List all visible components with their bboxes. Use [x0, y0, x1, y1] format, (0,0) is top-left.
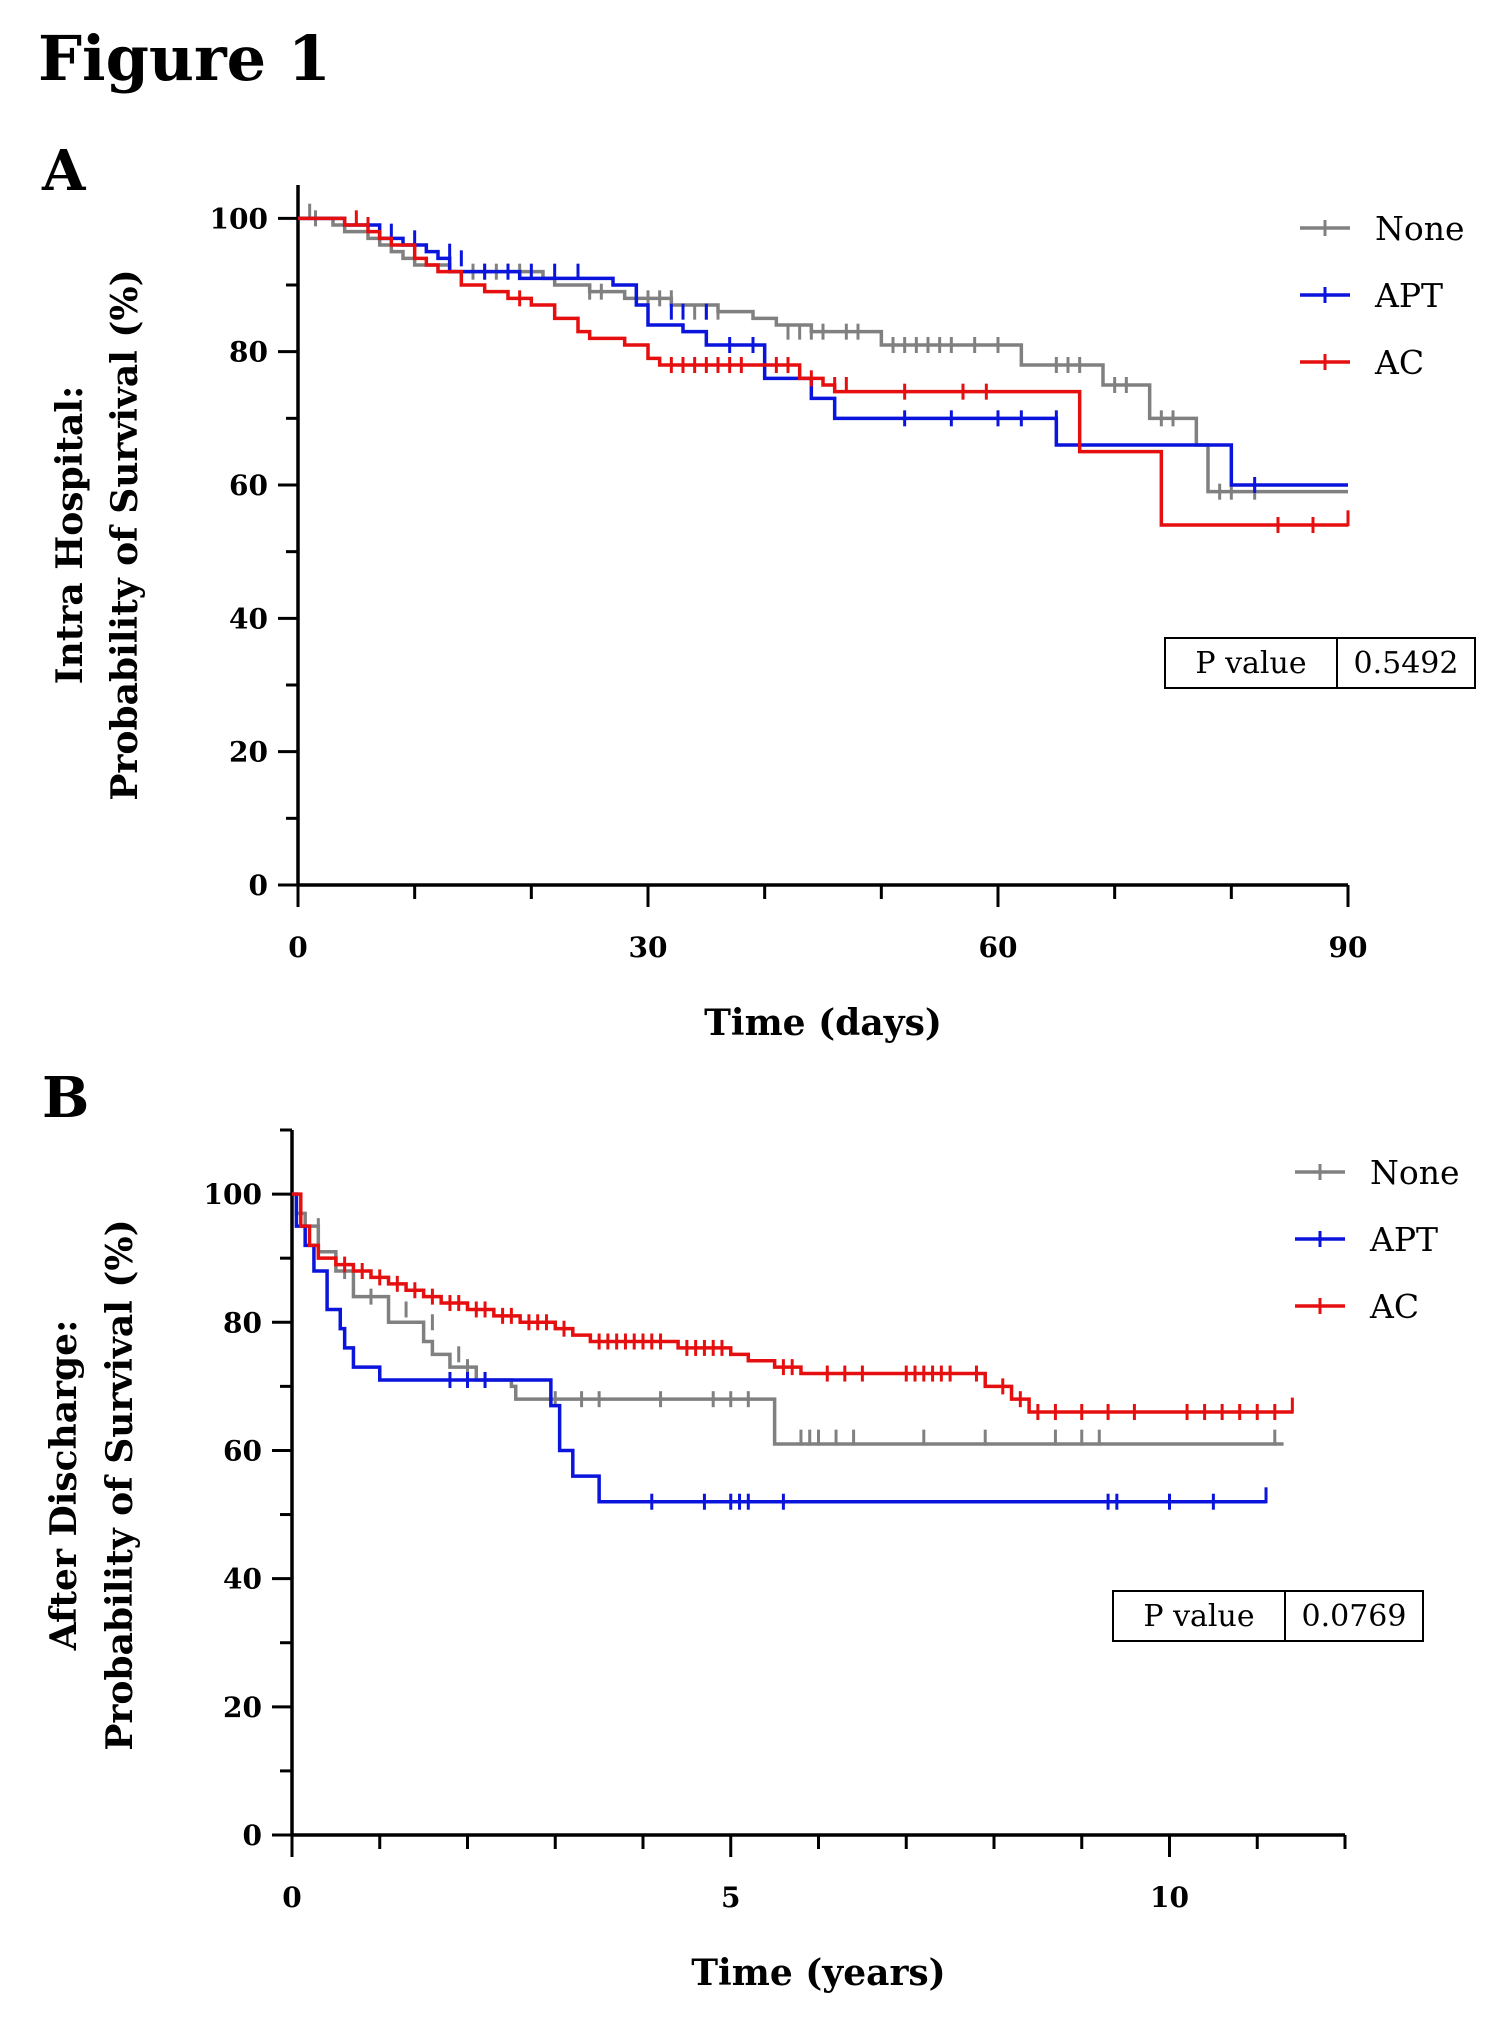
- chart-a-x-tick-label: 0: [288, 931, 307, 964]
- chart-b-p-value-box: [1112, 1590, 1424, 1642]
- chart-b-y-axis-label-1: After Discharge:: [43, 1320, 85, 1652]
- chart-b-panel-letter: B: [42, 1065, 89, 1131]
- chart-a-y-tick-label: 0: [249, 869, 268, 902]
- chart-b-x-tick-label: 5: [721, 1881, 740, 1914]
- chart-a-panel-letter: A: [41, 138, 87, 204]
- chart-b: B 0 20 40 60 80 100 0 5 10 Time (years) After Disch…: [42, 1065, 1460, 1994]
- chart-b-x-axis-label: Time (years): [691, 1952, 945, 1994]
- chart-a-y-tick-label: 60: [229, 469, 268, 502]
- chart-b-y-tick-label: 40: [223, 1563, 262, 1596]
- chart-b-p-value: 0.0769: [1302, 1599, 1407, 1634]
- chart-a-p-value-box: [1164, 637, 1476, 689]
- figure-title: Figure 1: [38, 22, 331, 95]
- chart-a-p-value-label: P value: [1195, 646, 1306, 681]
- chart-b-x-tick-label: 0: [282, 1881, 301, 1914]
- chart-a-series-none-line: [298, 216, 1348, 494]
- chart-b-x-tick-label: 10: [1150, 1881, 1189, 1914]
- chart-a-y-tick-label: 80: [229, 336, 268, 369]
- chart-b-legend-ac-label: AC: [1369, 1287, 1419, 1326]
- chart-b-y-tick-label: 100: [204, 1178, 262, 1211]
- chart-a-y-tick-label: 40: [229, 602, 268, 635]
- chart-a-x-tick-label: 30: [629, 931, 668, 964]
- chart-b-legend-apt-label: APT: [1369, 1220, 1438, 1259]
- chart-b-series-apt-line: [292, 1192, 1267, 1504]
- chart-b-p-value-label: P value: [1143, 1599, 1254, 1634]
- chart-b-y-tick-label: 0: [243, 1819, 262, 1852]
- chart-a-legend-apt-label: APT: [1374, 276, 1443, 315]
- chart-b-y-tick-label: 80: [223, 1306, 262, 1339]
- chart-a-y-axis-label-2: Probability of Survival (%): [104, 269, 146, 800]
- chart-a-x-tick-label: 90: [1329, 931, 1368, 964]
- chart-b-series-ac-line: [292, 1192, 1293, 1414]
- chart-b-series-none-line: [292, 1192, 1284, 1446]
- chart-a-p-value: 0.5492: [1354, 646, 1459, 681]
- chart-a-y-tick-label: 100: [210, 202, 268, 235]
- chart-a-x-tick-label: 60: [979, 931, 1018, 964]
- chart-a: A 0 20 40 60 80 100 0 30 60 90 Time (days) Intra Hos…: [41, 138, 1476, 1044]
- chart-a-legend-ac-label: AC: [1374, 343, 1424, 382]
- chart-a-y-axis-label-1: Intra Hospital:: [49, 386, 91, 685]
- chart-a-legend-none-label: None: [1375, 209, 1465, 248]
- chart-b-legend-none-label: None: [1370, 1153, 1460, 1192]
- chart-a-series-ac-line: [298, 216, 1348, 527]
- chart-b-y-tick-label: 20: [223, 1691, 262, 1724]
- chart-a-series-apt-line: [298, 216, 1348, 487]
- chart-a-y-tick-label: 20: [229, 736, 268, 769]
- chart-b-y-tick-label: 60: [223, 1434, 262, 1467]
- chart-a-x-axis-label: Time (days): [704, 1002, 942, 1044]
- chart-b-y-axis-label-2: Probability of Survival (%): [99, 1219, 141, 1750]
